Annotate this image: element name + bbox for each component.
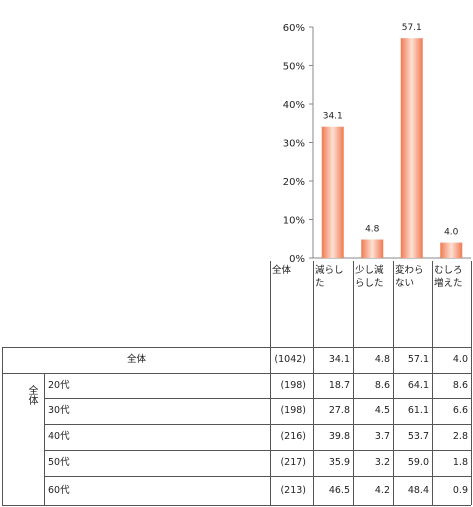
column-header: 少し減らした <box>355 265 384 289</box>
table-grid-line <box>44 424 471 425</box>
table-grid-line <box>471 261 472 347</box>
bar <box>440 242 463 258</box>
value-cell: 46.5 <box>328 485 350 496</box>
bar <box>400 38 423 258</box>
data-label: 34.1 <box>323 112 343 122</box>
y-tick-label: 50% <box>283 62 305 73</box>
y-tick-label: 40% <box>283 100 305 111</box>
y-tick-label: 0% <box>289 254 305 265</box>
value-cell: 39.8 <box>328 431 350 442</box>
value-cell: 61.1 <box>407 405 429 416</box>
table-grid-line <box>432 347 433 505</box>
value-cell: 8.6 <box>452 380 468 391</box>
sample-size: (217) <box>280 457 306 468</box>
table-grid-line <box>313 347 314 505</box>
table-grid-line <box>44 450 471 451</box>
value-cell: 6.6 <box>452 405 468 416</box>
value-cell: 35.9 <box>328 457 350 468</box>
value-cell: 53.7 <box>407 431 429 442</box>
table-grid-line <box>2 347 3 505</box>
table-grid-line <box>44 373 45 505</box>
table-grid-line <box>44 476 471 477</box>
value-cell: 18.7 <box>328 380 350 391</box>
row-label: 50代 <box>48 457 70 468</box>
table-grid-line <box>2 505 471 506</box>
value-cell: 2.8 <box>452 431 468 442</box>
data-label: 4.8 <box>365 225 380 235</box>
sample-size: (216) <box>280 431 306 442</box>
table-grid-line <box>270 261 271 347</box>
sample-size: (1042) <box>274 354 306 365</box>
y-tick-label: 20% <box>283 177 305 188</box>
column-header: 減らした <box>315 265 344 289</box>
value-cell: 1.8 <box>452 457 468 468</box>
bar <box>321 126 344 258</box>
sample-size: (213) <box>280 485 306 496</box>
data-label: 57.1 <box>402 23 422 33</box>
row-label: 40代 <box>48 431 70 442</box>
sample-size: (198) <box>280 380 306 391</box>
data-label: 4.0 <box>444 228 459 238</box>
table-grid-line <box>393 261 394 347</box>
row-label: 20代 <box>48 380 70 391</box>
table-grid-line <box>270 347 271 505</box>
value-cell: 59.0 <box>407 457 429 468</box>
value-cell: 48.4 <box>407 485 429 496</box>
table-grid-line <box>2 373 471 374</box>
table-grid-line <box>353 261 354 347</box>
group-label: 全体 <box>26 385 37 405</box>
column-header: むしろ増えた <box>434 265 463 289</box>
table-grid-line <box>432 261 433 347</box>
value-cell: 8.6 <box>374 380 390 391</box>
value-cell: 3.2 <box>374 457 390 468</box>
value-cell: 27.8 <box>328 405 350 416</box>
sample-size: (198) <box>280 405 306 416</box>
y-tick-label: 10% <box>283 216 305 227</box>
table-grid-line <box>393 347 394 505</box>
value-cell: 34.1 <box>328 354 350 365</box>
value-cell: 4.8 <box>374 354 390 365</box>
row-label: 60代 <box>48 485 70 496</box>
value-cell: 4.2 <box>374 485 390 496</box>
value-cell: 57.1 <box>407 354 429 365</box>
table-grid-line <box>353 347 354 505</box>
column-header: 変わらない <box>395 265 424 289</box>
table-grid-line <box>313 261 314 347</box>
header-total: 全体 <box>272 265 292 276</box>
value-cell: 64.1 <box>407 380 429 391</box>
y-tick-label: 30% <box>283 139 305 150</box>
value-cell: 4.5 <box>374 405 390 416</box>
value-cell: 0.9 <box>452 485 468 496</box>
table-grid-line <box>2 347 471 348</box>
value-cell: 4.0 <box>452 354 468 365</box>
bar <box>361 239 384 258</box>
table-grid-line <box>44 398 471 399</box>
value-cell: 3.7 <box>374 431 390 442</box>
table-grid-line <box>471 347 472 505</box>
bar-chart: 0% 10% 20% 30% 40% 50% 60% 34.1 4.8 57.1 4.0 <box>283 23 471 265</box>
row-label-total: 全体 <box>126 354 146 365</box>
row-label: 30代 <box>48 405 70 416</box>
y-tick-label: 60% <box>283 23 305 34</box>
